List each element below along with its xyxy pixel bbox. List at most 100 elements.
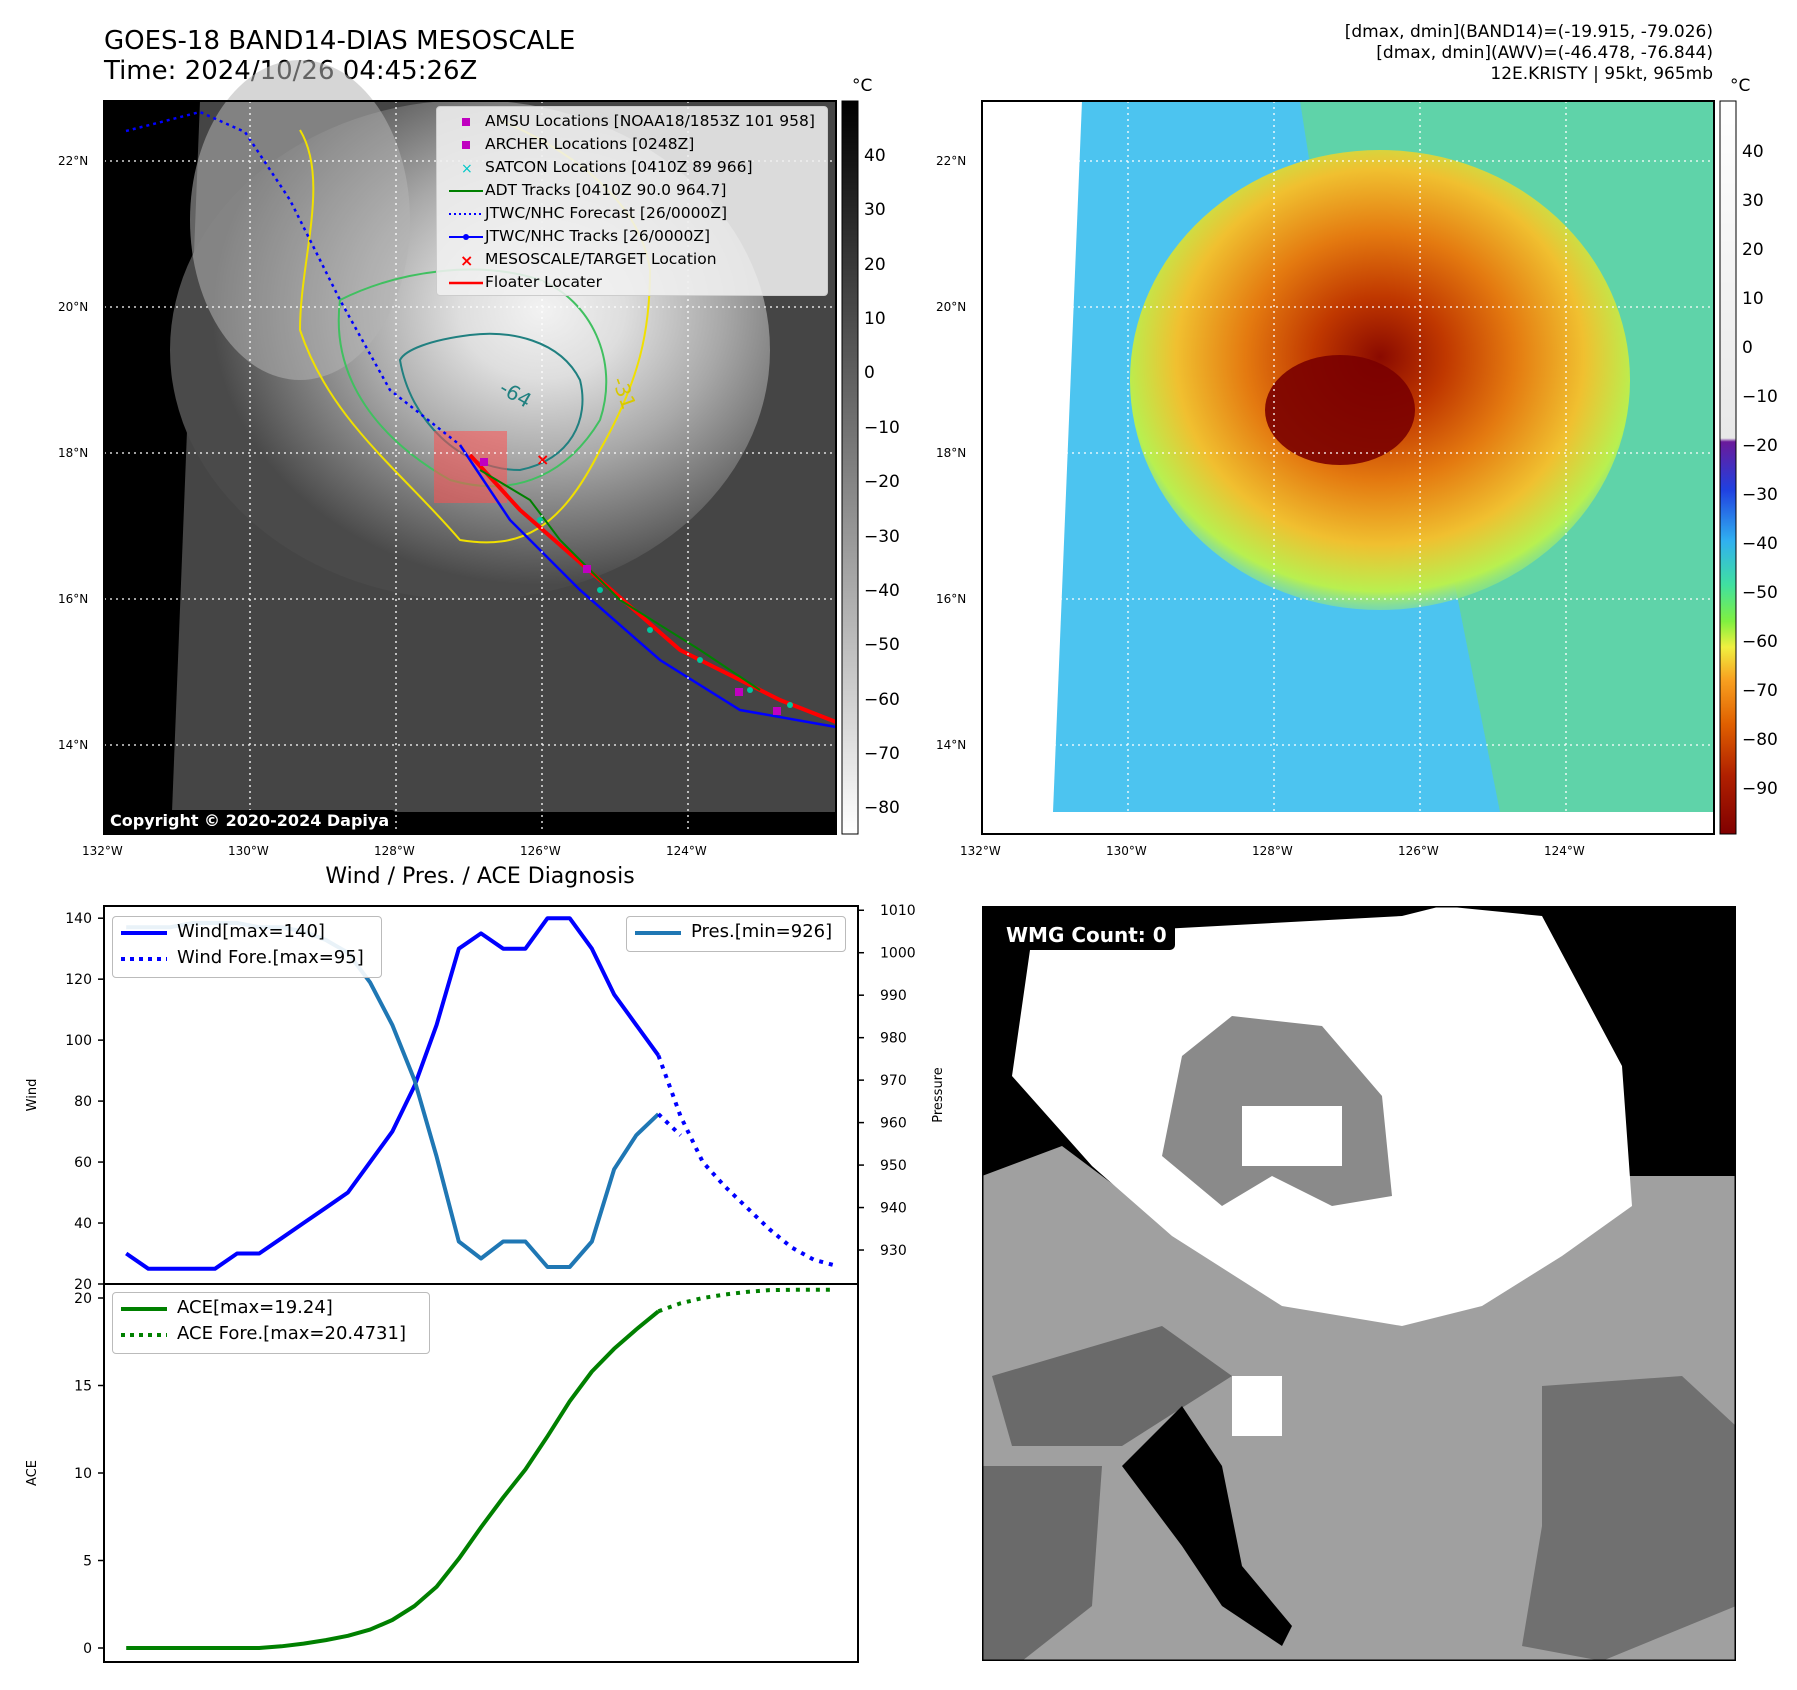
series-line-0 xyxy=(125,916,661,1271)
pressure-ytick-label: 970 xyxy=(880,1073,907,1089)
ir-cb-tick: −60 xyxy=(864,690,900,710)
col-cb-tick: −30 xyxy=(1742,485,1778,505)
mesoscale-target-marker: × xyxy=(536,450,549,469)
band14-range: [dmax, dmin](BAND14)=(-19.915, -79.026) xyxy=(1344,22,1713,42)
product-title: GOES-18 BAND14-DIAS MESOSCALE xyxy=(104,26,576,56)
diagnosis-chart: 2040608010012014093094095096097098099010… xyxy=(25,903,946,1663)
diagnosis-title: Wind / Pres. / ACE Diagnosis xyxy=(325,864,635,889)
col-lat-22: 22°N xyxy=(936,154,967,168)
ace-ytick-label: 10 xyxy=(74,1466,92,1482)
ace-series-line-0 xyxy=(126,1309,660,1650)
color-colorbar-unit: °C xyxy=(1730,76,1751,96)
pressure-ytick-label: 960 xyxy=(880,1116,907,1132)
ir-cb-tick: 10 xyxy=(864,309,886,329)
ir-cb-tick: −10 xyxy=(864,418,900,438)
wind-axis-label: Wind xyxy=(25,1079,40,1112)
col-cb-tick: −70 xyxy=(1742,681,1778,701)
col-lat-16: 16°N xyxy=(936,592,967,606)
col-cb-tick: −20 xyxy=(1742,436,1778,456)
ir-lon-124: 124°W xyxy=(666,844,707,858)
pressure-axis-label: Pressure xyxy=(931,1067,946,1123)
awv-range: [dmax, dmin](AWV)=(-46.478, -76.844) xyxy=(1376,43,1713,63)
pressure-ytick-label: 990 xyxy=(880,988,907,1004)
ir-lat-16: 16°N xyxy=(58,592,89,606)
ir-lat-22: 22°N xyxy=(58,154,89,168)
pressure-ytick-label: 980 xyxy=(880,1031,907,1047)
col-lon-130: 130°W xyxy=(1106,844,1147,858)
col-cb-tick: −60 xyxy=(1742,632,1778,652)
storm-core xyxy=(1265,355,1415,465)
satcon-points xyxy=(537,517,793,708)
color-colorbar xyxy=(1719,100,1737,835)
ace-series-line-1 xyxy=(657,1287,836,1314)
ir-lat-14: 14°N xyxy=(58,738,89,752)
col-cb-tick: 0 xyxy=(1742,338,1753,358)
copyright-badge: Copyright © 2020-2024 Dapiya xyxy=(104,810,396,831)
color-map-grid xyxy=(982,101,1714,834)
ir-cb-tick: −80 xyxy=(864,798,900,818)
wind-ytick-label: 60 xyxy=(74,1155,92,1171)
ir-colorbar xyxy=(841,100,859,835)
col-cb-tick: −80 xyxy=(1742,730,1778,750)
series-line-1 xyxy=(656,1054,837,1268)
col-lat-14: 14°N xyxy=(936,738,967,752)
floater-box xyxy=(434,431,507,503)
col-cb-tick: −50 xyxy=(1742,583,1778,603)
wind-ytick-label: 140 xyxy=(65,911,92,927)
wind-ytick-label: 120 xyxy=(65,972,92,988)
ir-lat-20: 20°N xyxy=(58,300,89,314)
wind-ytick-label: 100 xyxy=(65,1033,92,1049)
amsu-points xyxy=(480,458,781,715)
col-cb-tick: 30 xyxy=(1742,191,1764,211)
ir-lon-130: 130°W xyxy=(228,844,269,858)
svg-text:×: × xyxy=(460,252,473,268)
col-cb-tick: −10 xyxy=(1742,387,1778,407)
col-cb-tick: 40 xyxy=(1742,142,1764,162)
ir-colorbar-unit: °C xyxy=(852,76,873,96)
col-cb-tick: −90 xyxy=(1742,779,1778,799)
ir-lon-126: 126°W xyxy=(520,844,561,858)
ir-cb-tick: −40 xyxy=(864,581,900,601)
col-cb-tick: −40 xyxy=(1742,534,1778,554)
ir-cb-tick: −30 xyxy=(864,527,900,547)
map-legend: AMSU Locations [NOAA18/1853Z 101 958] AR… xyxy=(436,106,828,296)
pressure-ytick-label: 950 xyxy=(880,1158,907,1174)
ir-cb-tick: −50 xyxy=(864,635,900,655)
col-lon-124: 124°W xyxy=(1544,844,1585,858)
ir-cb-tick: 30 xyxy=(864,200,886,220)
series-line-3 xyxy=(657,1112,682,1137)
pressure-ytick-label: 1010 xyxy=(880,903,916,919)
wind-legend: Wind[max=140] Wind Fore.[max=95] xyxy=(112,916,382,978)
col-lat-18: 18°N xyxy=(936,446,967,460)
ir-cb-tick: 40 xyxy=(864,146,886,166)
ir-lon-132: 132°W xyxy=(82,844,123,858)
forecast-track xyxy=(125,110,461,446)
observed-track xyxy=(458,444,837,729)
ace-ytick-label: 20 xyxy=(74,1291,92,1307)
col-lon-128: 128°W xyxy=(1252,844,1293,858)
ir-cb-tick: −20 xyxy=(864,472,900,492)
col-lon-126: 126°W xyxy=(1398,844,1439,858)
col-lon-132: 132°W xyxy=(960,844,1001,858)
storm-info: 12E.KRISTY | 95kt, 965mb xyxy=(1490,64,1713,84)
ace-ytick-label: 15 xyxy=(74,1379,92,1395)
wmg-count-badge: WMG Count: 0 xyxy=(998,920,1175,950)
svg-text:×: × xyxy=(461,161,473,176)
ir-lat-18: 18°N xyxy=(58,446,89,460)
col-cb-tick: 20 xyxy=(1742,240,1764,260)
ir-cb-tick: 0 xyxy=(864,363,875,383)
pressure-ytick-label: 940 xyxy=(880,1201,907,1217)
wind-ytick-label: 80 xyxy=(74,1094,92,1110)
pressure-ytick-label: 930 xyxy=(880,1243,907,1259)
ir-cb-tick: 20 xyxy=(864,255,886,275)
wind-ytick-label: 40 xyxy=(74,1216,92,1232)
wmg-panel xyxy=(982,906,1736,1661)
ace-legend: ACE[max=19.24] ACE Fore.[max=20.4731] xyxy=(112,1292,430,1354)
pressure-ytick-label: 1000 xyxy=(880,946,916,962)
ace-ytick-label: 0 xyxy=(83,1641,92,1657)
ace-ytick-label: 5 xyxy=(83,1554,92,1570)
pressure-legend: Pres.[min=926] xyxy=(626,916,846,952)
wind-ytick-label: 20 xyxy=(74,1277,92,1293)
col-lat-20: 20°N xyxy=(936,300,967,314)
ace-axis-label: ACE xyxy=(25,1460,40,1486)
